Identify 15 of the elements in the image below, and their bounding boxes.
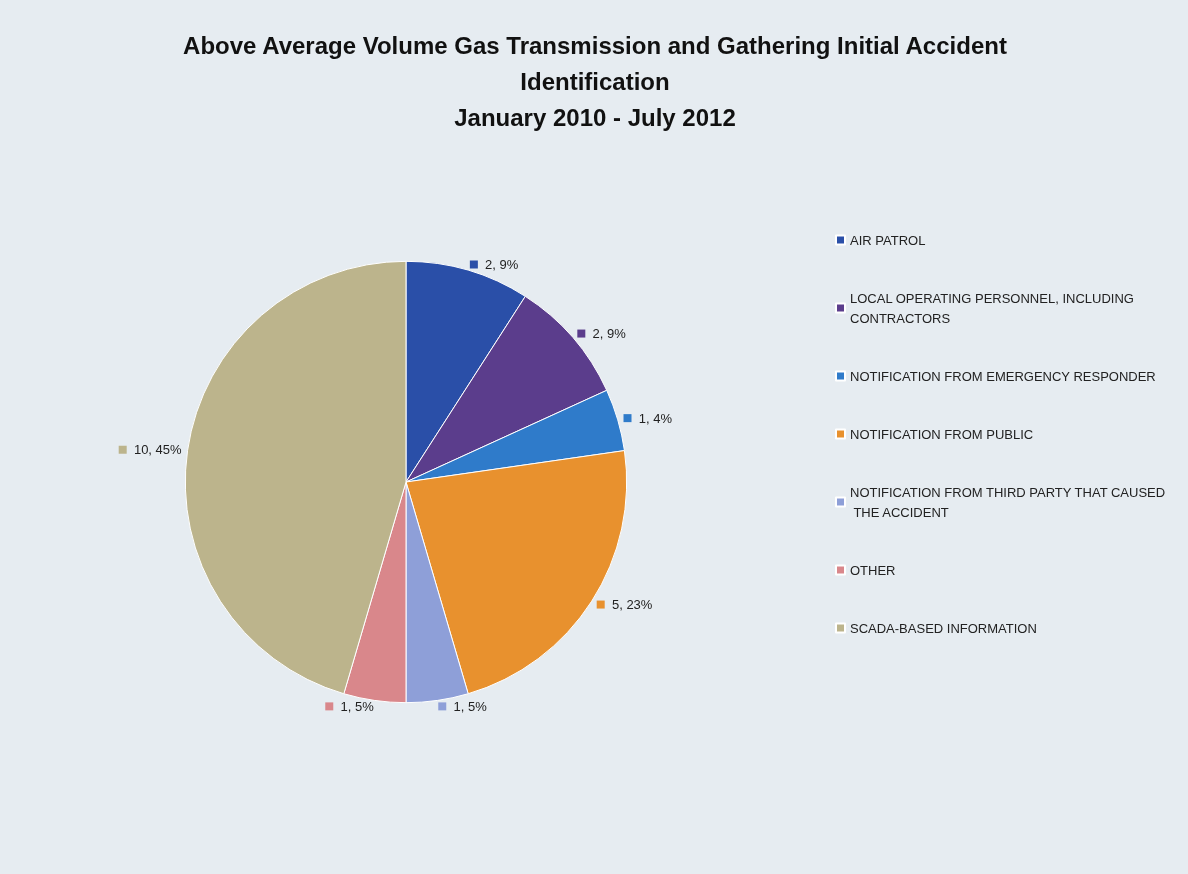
data-label: 1, 4% [631,410,673,426]
data-label: 10, 45% [126,442,183,458]
data-label: 1, 5% [446,698,488,714]
data-label: 2, 9% [477,257,519,272]
legend-label: AIR PATROL [850,232,926,248]
legend-label: SCADA-BASED INFORMATION [850,620,1037,636]
legend-label: LOCAL OPERATING PERSONNEL, INCLUDING CONTRACTORS [850,290,1138,326]
legend-label: NOTIFICATION FROM EMERGENCY RESPONDER [850,368,1156,384]
legend-label: OTHER [850,562,896,578]
chart-title: Above Average Volume Gas Transmission and Gathering Initial Accident Identification January 2010 - July 2012 [183,31,1007,131]
data-label: 2, 9% [585,326,627,342]
legend-label: NOTIFICATION FROM THIRD PARTY THAT CAUSED THE ACCIDENT [850,484,1166,520]
data-label: 1, 5% [333,698,375,714]
legend-label: NOTIFICATION FROM PUBLIC [850,426,1034,442]
data-label: 5, 23% [604,597,653,613]
